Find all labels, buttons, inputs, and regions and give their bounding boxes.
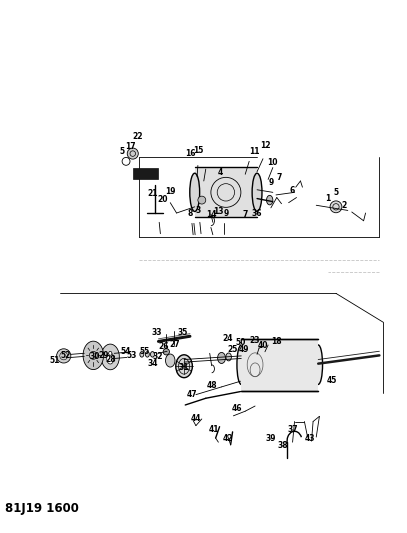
Ellipse shape bbox=[314, 345, 323, 384]
Text: 39: 39 bbox=[266, 433, 276, 442]
Text: 11: 11 bbox=[249, 147, 260, 156]
Text: 25: 25 bbox=[227, 345, 237, 354]
Text: 19: 19 bbox=[165, 187, 175, 196]
Ellipse shape bbox=[226, 353, 232, 361]
Text: 49: 49 bbox=[239, 345, 249, 354]
Text: 6: 6 bbox=[290, 186, 295, 195]
Ellipse shape bbox=[166, 354, 175, 367]
Polygon shape bbox=[133, 167, 158, 180]
Text: 47: 47 bbox=[187, 390, 197, 399]
Ellipse shape bbox=[101, 344, 119, 370]
Text: 30: 30 bbox=[89, 352, 100, 361]
Text: 5: 5 bbox=[120, 147, 125, 156]
Text: 42: 42 bbox=[222, 433, 233, 442]
Text: 29: 29 bbox=[99, 351, 109, 360]
Text: 14: 14 bbox=[206, 211, 217, 219]
Ellipse shape bbox=[109, 351, 112, 356]
Text: 3: 3 bbox=[195, 206, 201, 215]
Ellipse shape bbox=[145, 352, 149, 357]
Text: 18: 18 bbox=[271, 337, 281, 346]
Circle shape bbox=[163, 349, 169, 355]
Text: 27: 27 bbox=[169, 340, 179, 349]
Text: 1: 1 bbox=[326, 194, 331, 203]
Text: 37: 37 bbox=[287, 425, 298, 434]
Circle shape bbox=[57, 349, 71, 363]
Text: 24: 24 bbox=[222, 334, 233, 343]
Text: 81J19 1600: 81J19 1600 bbox=[5, 502, 79, 515]
Text: 40: 40 bbox=[258, 341, 268, 350]
Text: 4: 4 bbox=[218, 168, 223, 177]
Text: 12: 12 bbox=[260, 141, 270, 150]
Text: 8: 8 bbox=[187, 209, 193, 219]
Text: 9: 9 bbox=[268, 178, 274, 187]
Text: 45: 45 bbox=[327, 376, 337, 385]
Text: 7: 7 bbox=[276, 173, 282, 182]
Text: 55: 55 bbox=[140, 348, 150, 356]
Text: 20: 20 bbox=[157, 195, 168, 204]
Ellipse shape bbox=[83, 341, 103, 369]
Text: 26: 26 bbox=[158, 342, 168, 351]
Text: 36: 36 bbox=[252, 209, 262, 219]
Ellipse shape bbox=[107, 353, 114, 364]
Text: 17: 17 bbox=[125, 142, 136, 151]
Text: 44: 44 bbox=[190, 415, 201, 423]
Ellipse shape bbox=[267, 196, 273, 205]
Text: 23: 23 bbox=[250, 336, 260, 345]
Text: 50: 50 bbox=[235, 338, 246, 348]
Text: 46: 46 bbox=[232, 404, 243, 413]
Text: 43: 43 bbox=[305, 433, 315, 442]
Text: 53: 53 bbox=[127, 351, 137, 360]
Text: 32: 32 bbox=[152, 352, 163, 361]
Ellipse shape bbox=[237, 345, 245, 384]
Text: 16: 16 bbox=[185, 149, 195, 158]
Text: 51: 51 bbox=[50, 356, 60, 365]
Ellipse shape bbox=[190, 173, 200, 212]
Text: 33: 33 bbox=[151, 328, 162, 337]
Text: 2: 2 bbox=[341, 201, 346, 210]
Text: 41: 41 bbox=[208, 425, 219, 434]
Ellipse shape bbox=[151, 352, 155, 357]
Text: 21: 21 bbox=[147, 189, 158, 198]
Text: 54: 54 bbox=[120, 348, 131, 356]
Circle shape bbox=[330, 201, 342, 213]
Text: 31: 31 bbox=[179, 363, 189, 372]
Text: 7: 7 bbox=[243, 211, 248, 219]
Ellipse shape bbox=[252, 173, 262, 212]
Polygon shape bbox=[241, 339, 318, 391]
Text: 9: 9 bbox=[224, 209, 229, 218]
Ellipse shape bbox=[140, 352, 144, 357]
Ellipse shape bbox=[218, 352, 225, 364]
Text: 38: 38 bbox=[278, 441, 288, 450]
Polygon shape bbox=[195, 167, 257, 217]
Text: 10: 10 bbox=[267, 158, 278, 167]
Text: 13: 13 bbox=[213, 207, 223, 216]
Circle shape bbox=[127, 148, 138, 159]
Text: 48: 48 bbox=[206, 381, 217, 390]
Text: 35: 35 bbox=[178, 328, 188, 337]
Text: 22: 22 bbox=[133, 132, 143, 141]
Text: 34: 34 bbox=[147, 359, 158, 368]
Text: 28: 28 bbox=[105, 355, 116, 364]
Text: 52: 52 bbox=[61, 351, 71, 360]
Circle shape bbox=[198, 196, 206, 204]
Ellipse shape bbox=[176, 355, 193, 378]
Text: 15: 15 bbox=[193, 146, 204, 155]
Text: 5: 5 bbox=[333, 188, 339, 197]
